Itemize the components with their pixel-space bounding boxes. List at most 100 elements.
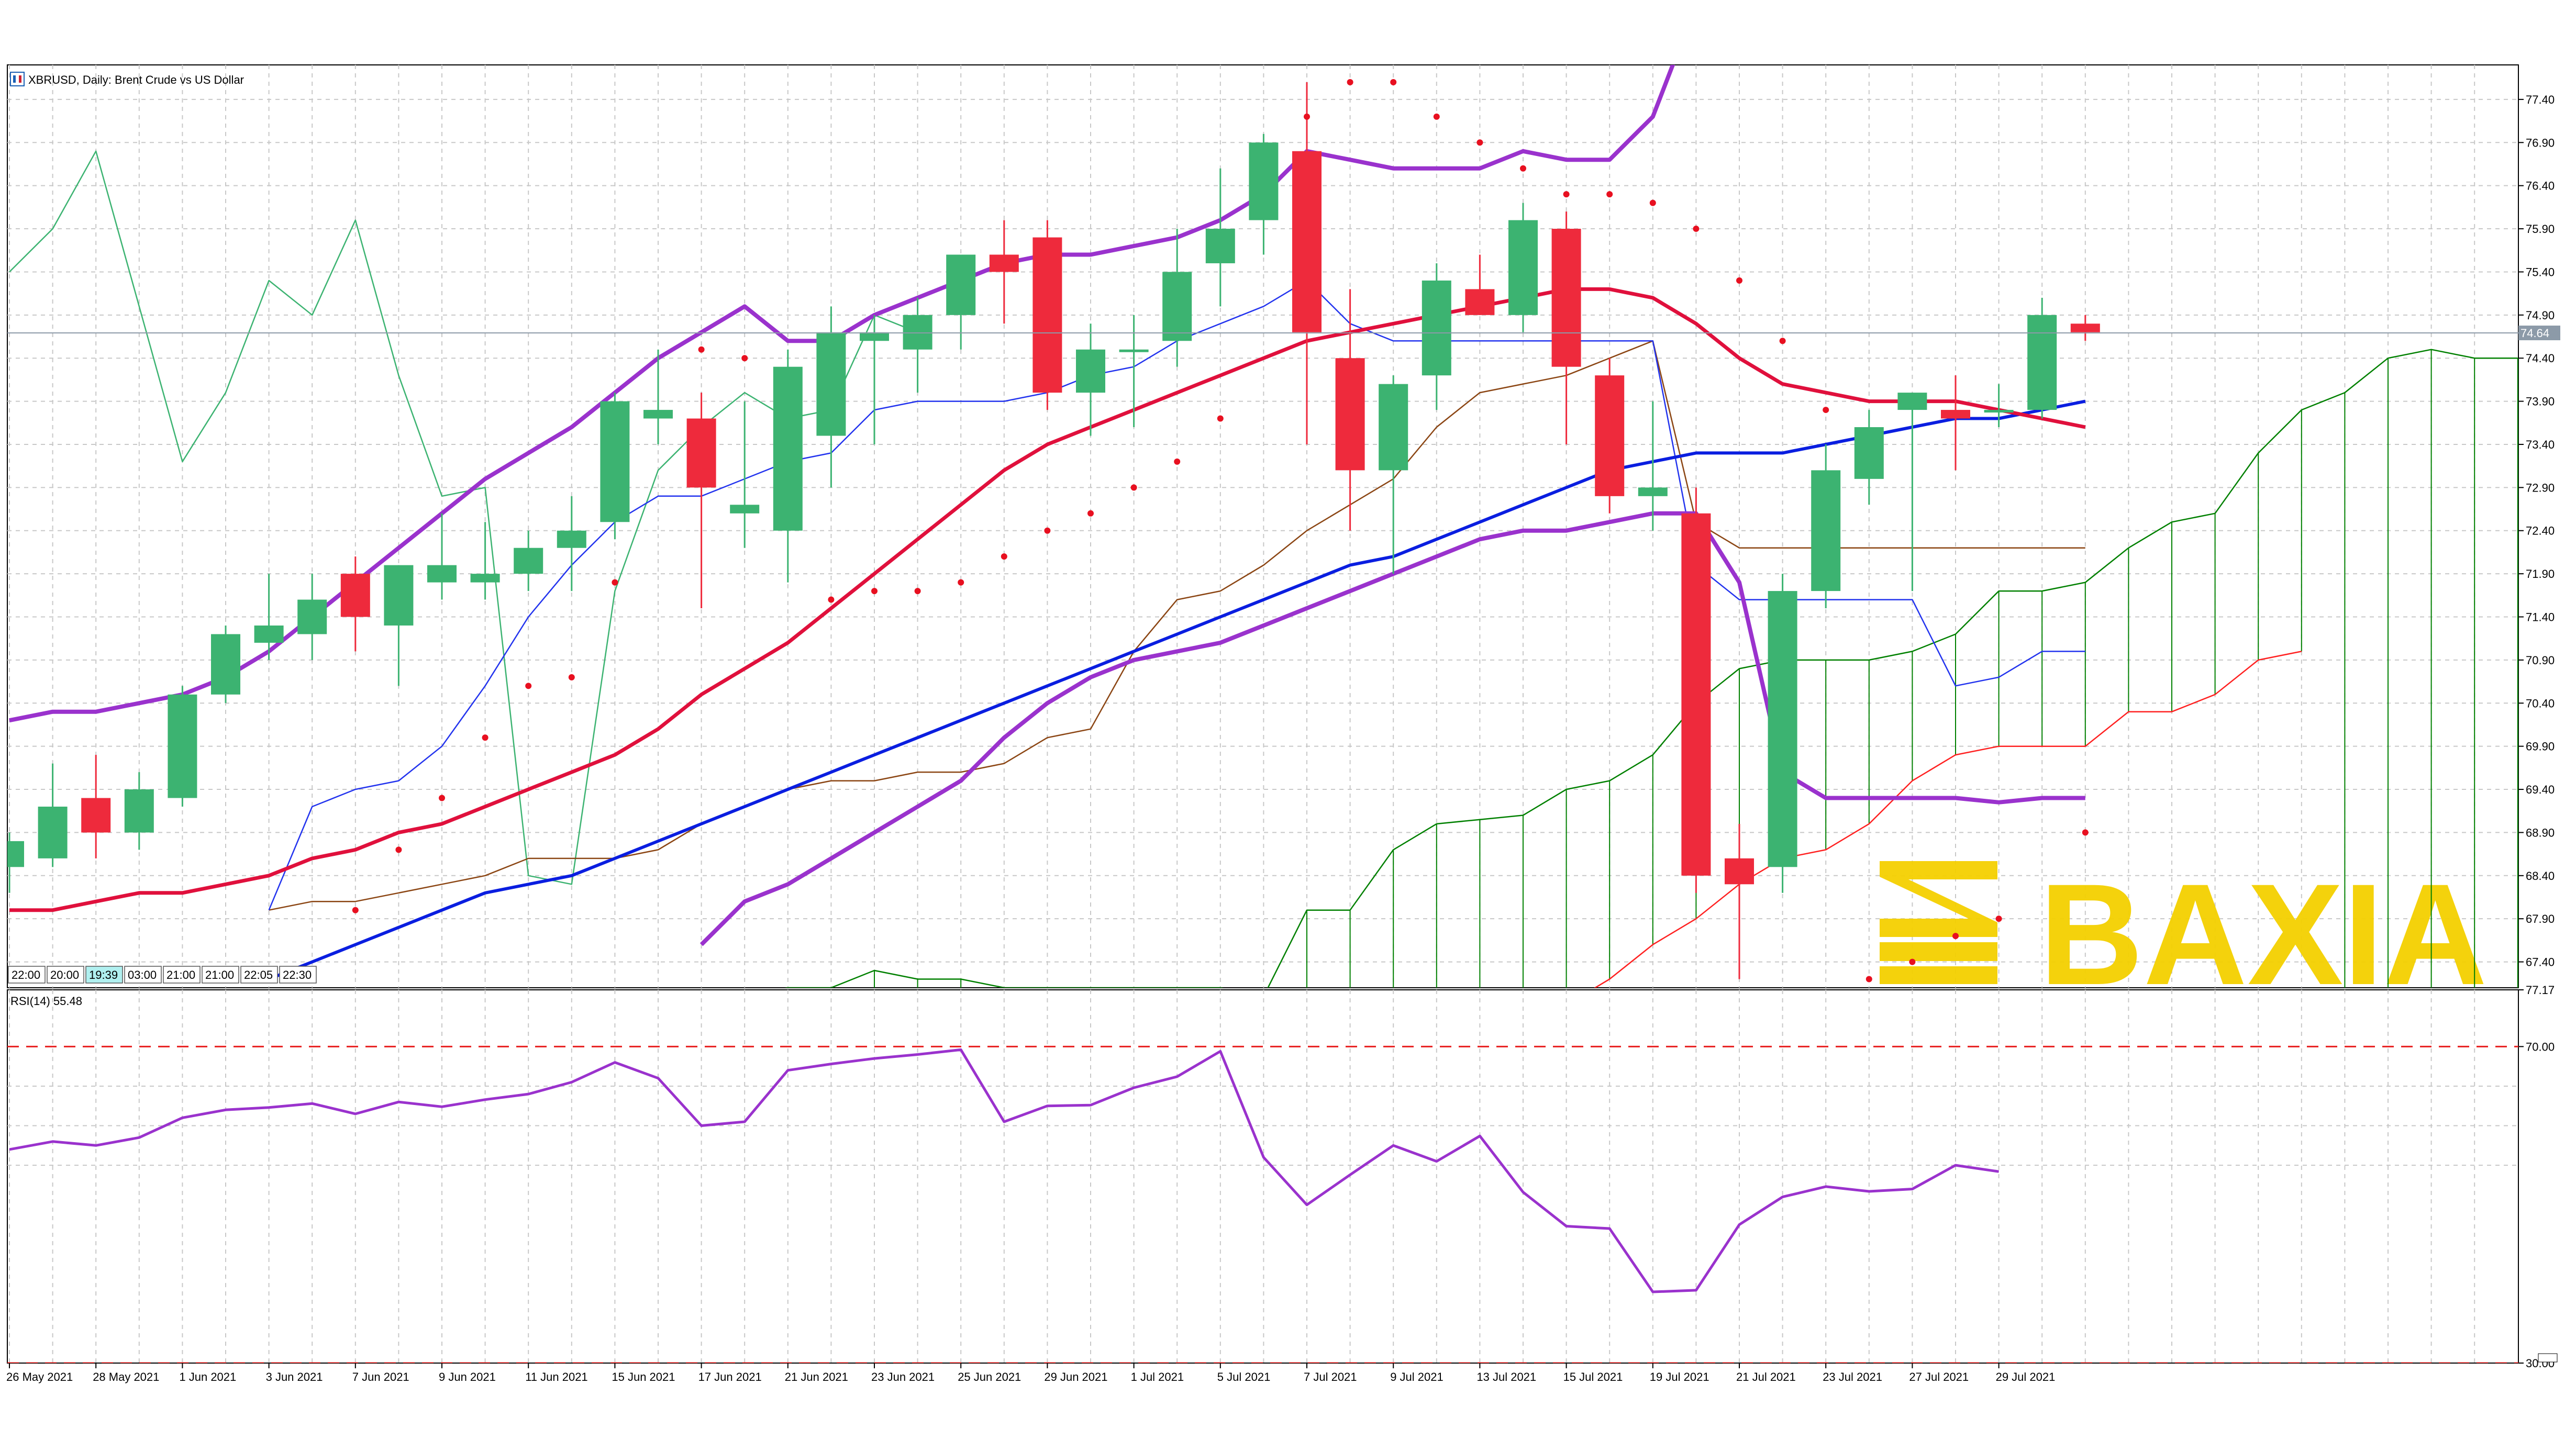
sar-dot bbox=[439, 795, 445, 801]
date-tick-label: 15 Jul 2021 bbox=[1563, 1370, 1623, 1383]
rsi-line bbox=[9, 1048, 1999, 1293]
time-scale-label: 21:00 bbox=[166, 968, 195, 981]
sar-dot bbox=[1823, 407, 1829, 414]
sar-dot bbox=[1476, 139, 1483, 146]
kijun-sen-line bbox=[269, 340, 2085, 911]
price-plot bbox=[7, 65, 2518, 988]
baxia-logo-mark bbox=[1880, 861, 1997, 984]
candle-body bbox=[1422, 280, 1451, 376]
sar-dot bbox=[568, 674, 575, 680]
time-scale-box bbox=[163, 966, 201, 984]
sar-dot bbox=[1952, 933, 1959, 940]
candle bbox=[470, 522, 500, 600]
sar-dot bbox=[1174, 458, 1181, 465]
sar-dot bbox=[914, 588, 921, 595]
candle-body bbox=[1119, 349, 1149, 352]
candle bbox=[1725, 823, 1754, 979]
date-axis[interactable]: 26 May 2021 28 May 2021 1 Jun 2021 3 Jun 20… bbox=[6, 1363, 2055, 1383]
date-tick-label: 9 Jun 2021 bbox=[439, 1370, 496, 1383]
candle bbox=[1032, 220, 1062, 410]
candle bbox=[1465, 254, 1495, 315]
sar-dot bbox=[698, 346, 705, 353]
candle bbox=[989, 220, 1019, 324]
rsi-indicator-label: RSI(14) 55.48 bbox=[10, 995, 82, 1008]
current-price-tag bbox=[2518, 326, 2560, 340]
time-scale-label: 21:00 bbox=[205, 968, 234, 981]
candle-body bbox=[600, 401, 630, 522]
date-tick-label: 13 Jul 2021 bbox=[1476, 1370, 1536, 1383]
candle-body bbox=[1249, 142, 1279, 220]
time-scale-box bbox=[85, 966, 123, 984]
date-tick-label: 3 Jun 2021 bbox=[266, 1370, 323, 1383]
symbol-icon bbox=[10, 72, 25, 86]
candle bbox=[211, 625, 240, 704]
candle bbox=[686, 393, 716, 609]
time-scale-box bbox=[202, 966, 239, 984]
date-tick-label: 23 Jul 2021 bbox=[1823, 1370, 1882, 1383]
candle bbox=[124, 772, 154, 850]
candle-body bbox=[903, 315, 932, 350]
candles bbox=[7, 82, 2100, 979]
sar-dot bbox=[1779, 338, 1786, 344]
date-tick-label: 17 Jun 2021 bbox=[698, 1370, 762, 1383]
sar-dot bbox=[1217, 415, 1224, 422]
price-tick-label: 74.90 bbox=[2526, 309, 2555, 322]
time-scale-label: 22:05 bbox=[244, 968, 273, 981]
sar-dot bbox=[1866, 976, 1872, 983]
rsi-tick-label: 77.17 bbox=[2526, 984, 2555, 997]
candle bbox=[1681, 487, 1711, 893]
candle-body bbox=[81, 798, 111, 833]
sar-dot bbox=[741, 355, 748, 362]
candle bbox=[168, 686, 197, 807]
candle bbox=[1638, 401, 1668, 531]
candle bbox=[730, 401, 760, 548]
candle-body bbox=[1638, 487, 1668, 496]
price-axis[interactable]: 77.40 76.90 76.40 75.90 75.40 74.90 74.40 73.90… bbox=[2518, 93, 2555, 969]
price-tick-label: 69.40 bbox=[2526, 783, 2555, 796]
candle bbox=[2070, 315, 2100, 341]
candle bbox=[1335, 289, 1365, 531]
candle bbox=[427, 513, 457, 600]
rsi-panel[interactable] bbox=[7, 989, 2519, 1364]
candle-body bbox=[1551, 229, 1581, 367]
candle bbox=[1768, 574, 1797, 893]
sar-dot bbox=[1693, 226, 1700, 232]
parabolic-sar bbox=[309, 79, 2089, 983]
candle-body bbox=[1811, 470, 1841, 591]
candle bbox=[1551, 211, 1581, 444]
date-tick-label: 23 Jun 2021 bbox=[871, 1370, 935, 1383]
sar-dot bbox=[1087, 510, 1094, 517]
current-price-label: 74.64 bbox=[2521, 327, 2549, 340]
price-tick-label: 75.40 bbox=[2526, 265, 2555, 278]
date-tick-label: 7 Jun 2021 bbox=[352, 1370, 409, 1383]
chikou-span-line bbox=[9, 150, 918, 885]
candle bbox=[557, 496, 586, 591]
price-tick-label: 76.90 bbox=[2526, 136, 2555, 149]
rsi-plot bbox=[7, 1045, 2518, 1363]
candle bbox=[860, 315, 889, 444]
candle bbox=[1811, 444, 1841, 609]
price-tick-label: 73.40 bbox=[2526, 438, 2555, 451]
date-tick-label: 25 Jun 2021 bbox=[958, 1370, 1021, 1383]
price-tick-label: 75.90 bbox=[2526, 222, 2555, 236]
candle bbox=[1897, 393, 1927, 591]
moving-average-fast bbox=[9, 287, 2086, 912]
price-tick-label: 70.90 bbox=[2526, 654, 2555, 667]
time-scale-box bbox=[240, 966, 278, 984]
time-scale-label: 22:30 bbox=[283, 968, 312, 981]
date-tick-label: 29 Jun 2021 bbox=[1044, 1370, 1107, 1383]
candle-body bbox=[514, 548, 543, 574]
baxia-logo: BAXIA bbox=[1880, 854, 2488, 1015]
candle bbox=[1941, 375, 1970, 471]
symbol-header[interactable]: XBRUSD, Daily: Brent Crude vs US Dollar bbox=[10, 72, 244, 86]
time-scale-strip[interactable]: 22:00 20:00 19:39 03:00 21:00 21:00 22:05 22:30 bbox=[8, 966, 317, 984]
scale-fix-box[interactable] bbox=[2538, 1353, 2558, 1363]
candle bbox=[1119, 315, 1149, 428]
candle-body bbox=[946, 254, 976, 315]
chart-title: XBRUSD, Daily: Brent Crude vs US Dollar bbox=[28, 73, 244, 86]
candle bbox=[1205, 168, 1235, 307]
price-tick-label: 68.90 bbox=[2526, 826, 2555, 839]
sar-dot bbox=[612, 579, 618, 586]
